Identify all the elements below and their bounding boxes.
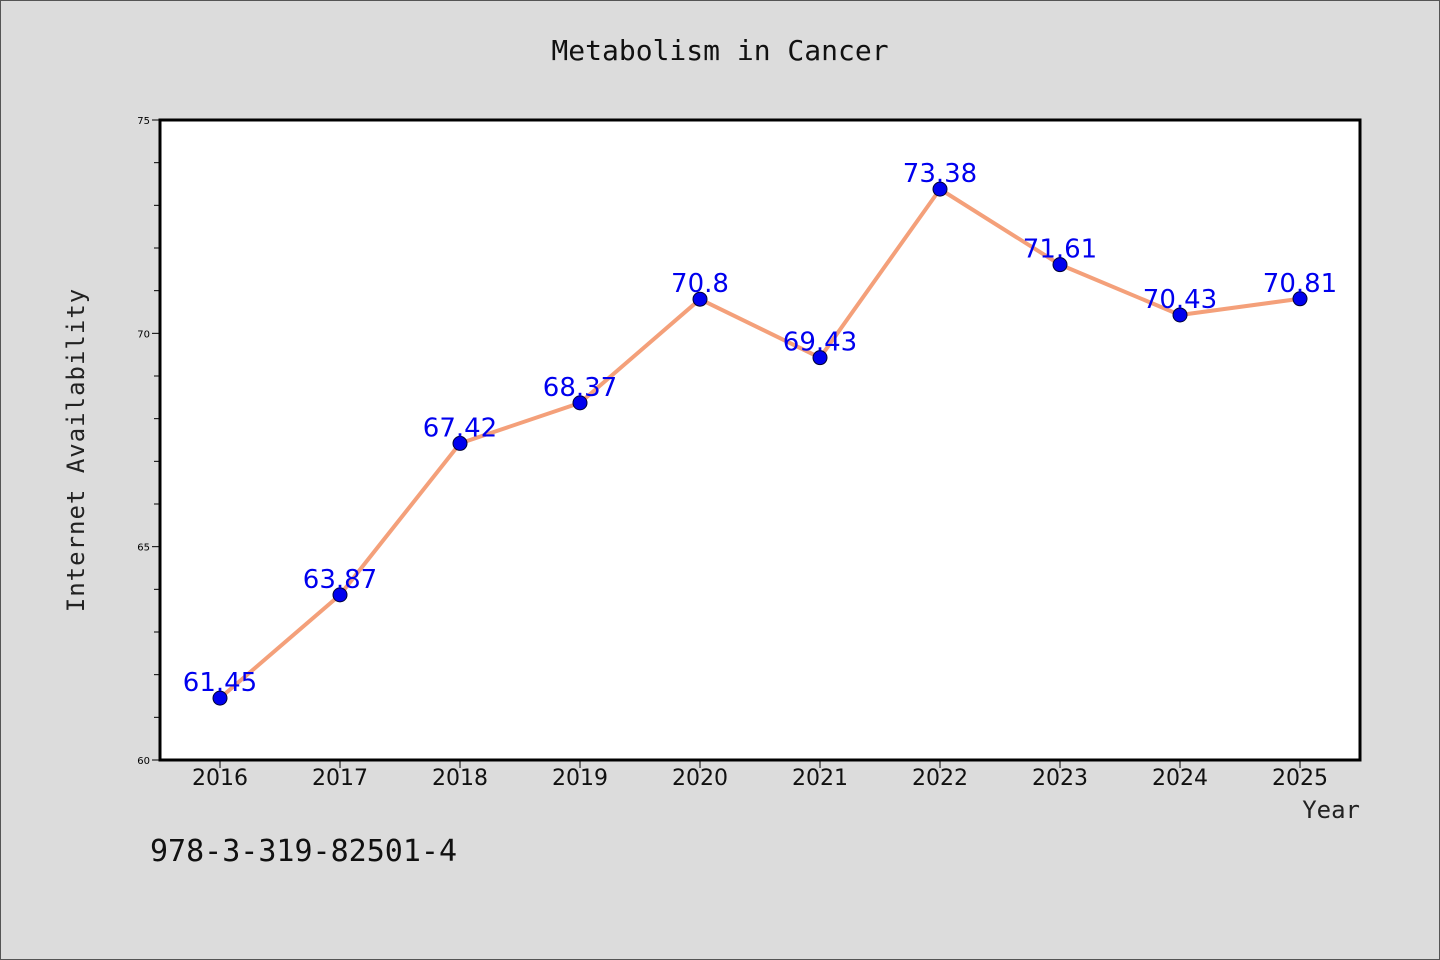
data-point	[332, 587, 348, 603]
x-tick-label: 2019	[552, 766, 608, 791]
y-tick-label: 70	[137, 329, 150, 340]
data-point	[572, 395, 588, 411]
x-tick-label: 2024	[1152, 766, 1208, 791]
y-tick-label: 75	[137, 116, 150, 127]
data-label: 70.43	[1143, 285, 1217, 315]
x-tick-label: 2020	[672, 766, 728, 791]
x-tick-label: 2018	[432, 766, 488, 791]
data-point	[1292, 291, 1308, 307]
data-label: 61.45	[183, 668, 257, 698]
data-label: 70.8	[671, 269, 729, 299]
data-label: 73.38	[903, 159, 977, 189]
x-axis-label: Year	[1302, 796, 1360, 824]
x-tick-label: 2025	[1272, 766, 1328, 791]
data-label: 71.61	[1023, 235, 1097, 265]
data-label: 70.81	[1263, 269, 1337, 299]
data-point	[932, 181, 948, 197]
chart-title: Metabolism in Cancer	[551, 34, 889, 67]
x-tick-label: 2023	[1032, 766, 1088, 791]
x-tick-label: 2022	[912, 766, 968, 791]
y-tick-label: 60	[137, 756, 150, 767]
x-tick-label: 2021	[792, 766, 848, 791]
data-label: 69.43	[783, 328, 857, 358]
plot-area	[160, 120, 1360, 760]
x-tick-label: 2016	[192, 766, 248, 791]
series-line	[218, 187, 1302, 701]
data-point	[692, 291, 708, 307]
x-tick-label: 2017	[312, 766, 368, 791]
data-label: 67.42	[423, 413, 497, 443]
data-point	[212, 690, 228, 706]
y-tick-label: 65	[137, 543, 150, 554]
data-point	[1172, 307, 1188, 323]
footer-isbn: 978-3-319-82501-4	[150, 834, 458, 869]
data-point	[1052, 257, 1068, 273]
plot-border	[158, 118, 1362, 762]
data-point	[812, 350, 828, 366]
data-point	[452, 435, 468, 451]
data-label: 63.87	[303, 565, 377, 595]
data-label: 68.37	[543, 373, 617, 403]
